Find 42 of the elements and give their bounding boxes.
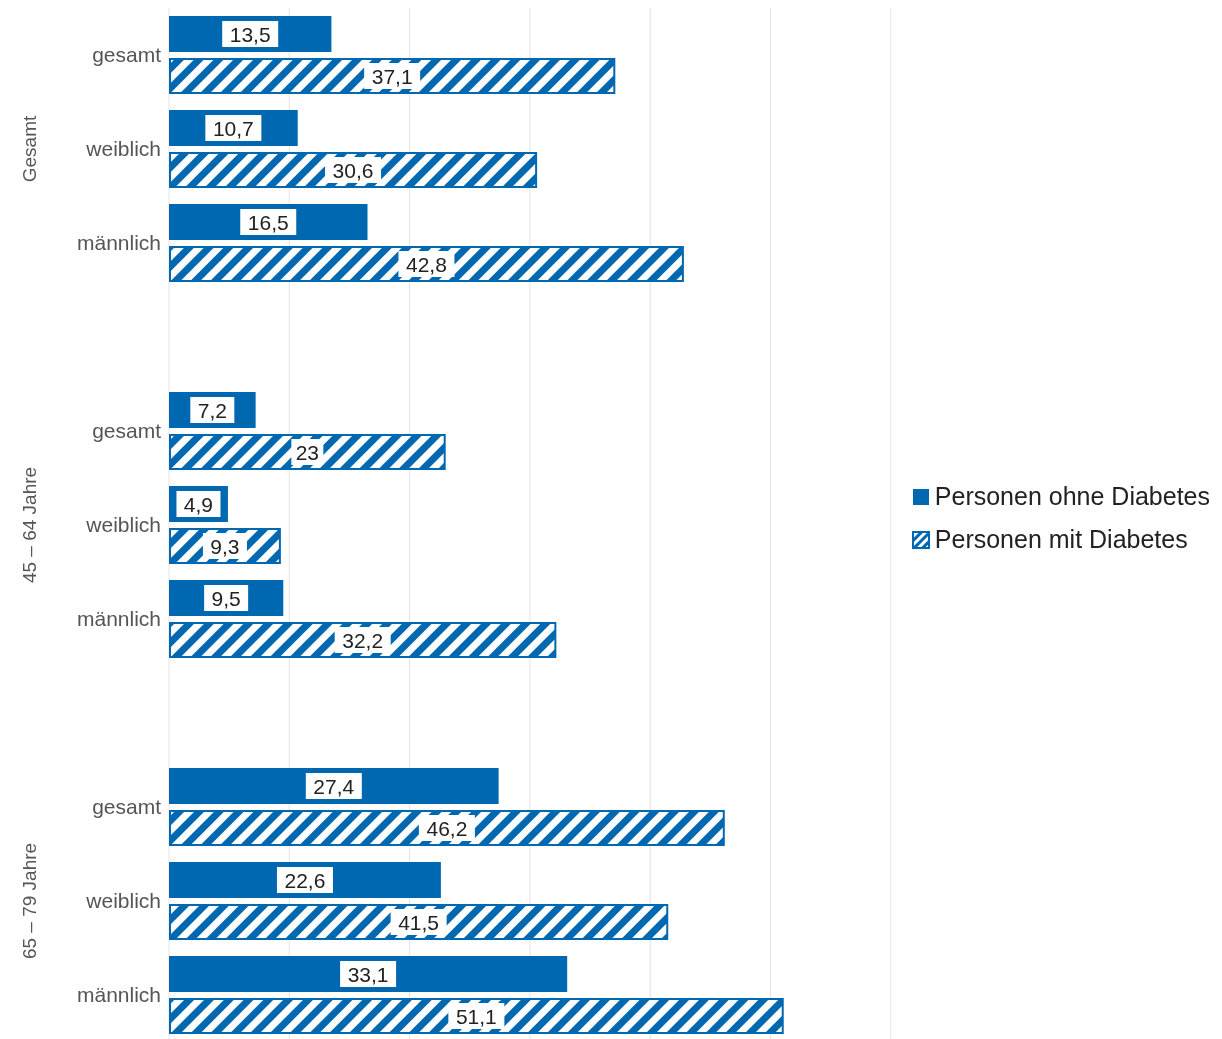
data-label: 27,4 [313, 774, 355, 798]
data-label: 7,2 [197, 398, 227, 422]
text: 45 – 64 Jahre [19, 466, 41, 584]
y-tick-label: gesamt [92, 795, 162, 819]
data-label: 22,6 [284, 868, 326, 892]
bar [169, 998, 784, 1034]
bar [169, 58, 616, 94]
y-tick-label: gesamt [92, 419, 162, 443]
data-label: 4,9 [183, 492, 214, 516]
data-label: 13,5 [229, 22, 271, 46]
data-label: 41,5 [398, 910, 440, 934]
legend-label: Personen ohne Diabetes [934, 482, 1210, 511]
data-label: 23 [295, 440, 320, 464]
y-tick-label: männlich [76, 231, 161, 255]
data-label: 51,1 [455, 1004, 497, 1028]
data-label: 30,6 [332, 158, 374, 182]
y-tick-label: weiblich [85, 137, 161, 161]
bar [169, 768, 499, 804]
data-label: 10,7 [212, 116, 254, 140]
y-tick-label: männlich [76, 607, 161, 631]
y-tick-label: weiblich [85, 513, 161, 537]
data-label: 42,8 [406, 252, 447, 276]
bar [169, 152, 538, 188]
data-label: 46,2 [426, 816, 468, 840]
data-label: 32,2 [342, 628, 384, 652]
bar [169, 246, 684, 282]
data-label: 33,1 [347, 962, 389, 986]
data-label: 37,1 [371, 64, 413, 88]
bar [169, 956, 568, 992]
text: 65 – 79 Jahre [19, 842, 41, 960]
bar [169, 622, 557, 658]
bar [169, 434, 446, 470]
bar [169, 810, 725, 846]
y-tick-label: weiblich [85, 889, 161, 913]
text: Gesamt [19, 115, 41, 183]
y-tick-label: gesamt [92, 43, 162, 67]
text: Personen mit Diabetes [934, 525, 1188, 554]
y-tick-label: männlich [76, 983, 161, 1007]
bar [169, 904, 669, 940]
data-label: 16,5 [247, 210, 289, 234]
data-label: 9,3 [210, 534, 240, 558]
data-label: 9,5 [211, 586, 241, 610]
